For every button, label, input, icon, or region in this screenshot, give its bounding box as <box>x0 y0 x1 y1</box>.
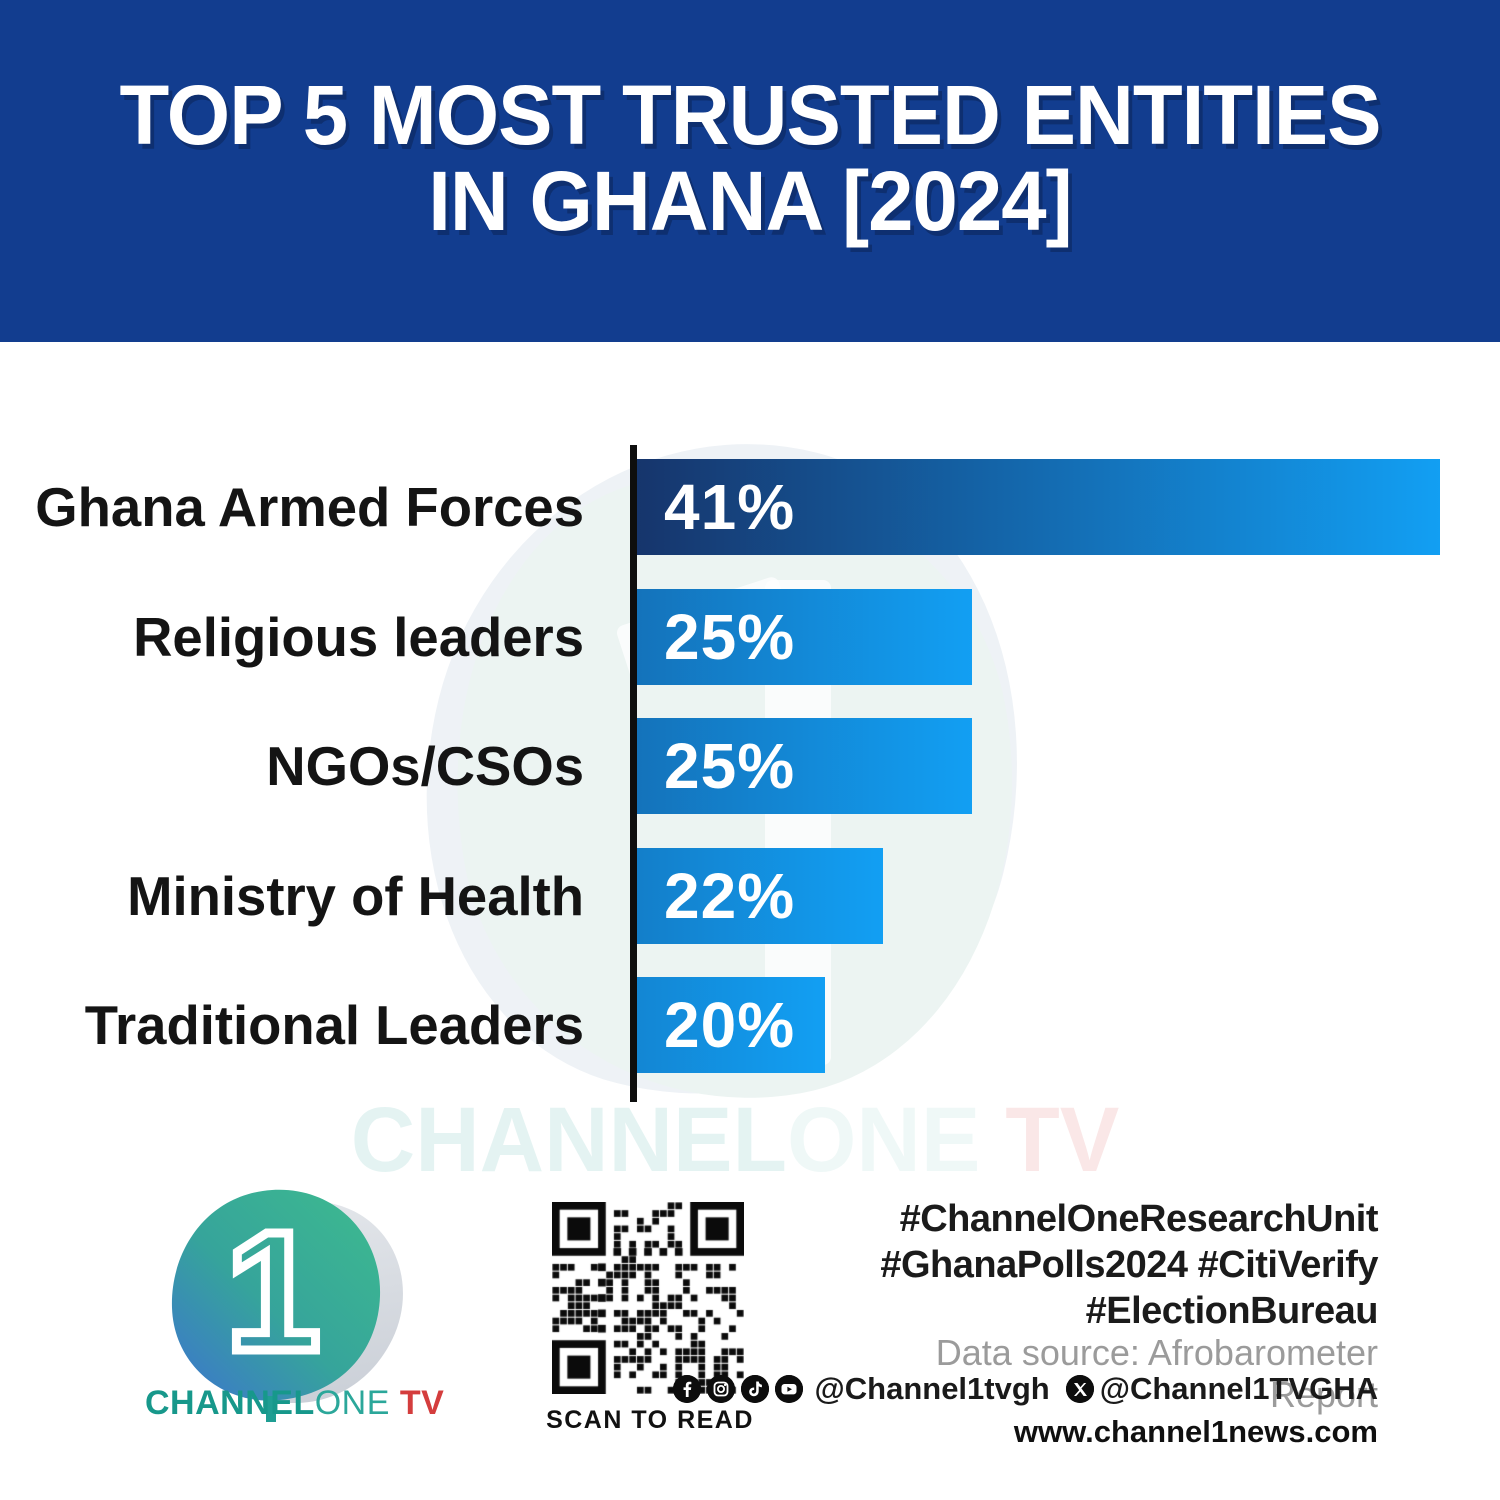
bar-ghana-armed-forces: 41% <box>637 459 1440 555</box>
wordmark-tv: TV <box>389 1384 445 1422</box>
hashtag-line-2: #GhanaPolls2024 #CitiVerify <box>880 1244 1378 1286</box>
wordmark-channel: CHANNEL <box>145 1384 315 1422</box>
bar-value-label: 20% <box>664 989 796 1061</box>
bar-value-label: 25% <box>664 601 796 673</box>
logo-one-glyph: 1 <box>226 1197 321 1387</box>
qr-caption: SCAN TO READ <box>546 1406 754 1434</box>
category-label: Religious leaders <box>133 606 584 668</box>
youtube-icon <box>774 1375 803 1403</box>
hashtags-block: #ChannelOneResearchUnit #GhanaPolls2024 … <box>818 1196 1378 1334</box>
data-source-credit: Data source: Afrobarometer Report <box>935 1332 1378 1415</box>
logo-wordmark: CHANNELONE TV <box>145 1384 444 1422</box>
title-line-2: IN GHANA [2024] <box>428 154 1072 248</box>
social-media-row: @Channel1tvgh @Channel1TVGHA <box>672 1371 1378 1406</box>
website-url: www.channel1news.com <box>1013 1414 1378 1449</box>
category-label: Ghana Armed Forces <box>35 476 584 538</box>
hashtag-line-1: #ChannelOneResearchUnit <box>899 1198 1379 1240</box>
wordmark-one: ONE <box>314 1384 390 1422</box>
bar-traditional-leaders: 20% <box>637 977 825 1073</box>
watermark-channel: CHANNEL <box>350 1089 788 1191</box>
channel-one-logo-graphic: 1 <box>171 1189 403 1422</box>
bar-ngos-csos: 25% <box>637 718 972 814</box>
x-twitter-icon <box>1065 1375 1094 1403</box>
bar-value-label: 25% <box>664 730 796 802</box>
social-handle-x: @Channel1TVGHA <box>1099 1371 1378 1406</box>
logo-one-stem <box>266 1396 276 1422</box>
hashtag-line-3: #ElectionBureau <box>1085 1290 1379 1332</box>
title-line-1: TOP 5 MOST TRUSTED ENTITIES <box>119 68 1381 162</box>
category-label: Ministry of Health <box>127 865 584 927</box>
facebook-icon <box>672 1375 701 1403</box>
watermark-one: ONE <box>787 1089 981 1191</box>
instagram-icon <box>706 1375 735 1403</box>
header-banner: TOP 5 MOST TRUSTED ENTITIES IN GHANA [20… <box>0 0 1500 342</box>
bar-ministry-of-health: 22% <box>637 848 883 944</box>
bar-value-label: 41% <box>664 471 796 543</box>
logo-teal-blob <box>171 1189 381 1401</box>
channel-one-logo: 1 <box>140 1182 410 1422</box>
qr-code-pattern <box>552 1202 744 1394</box>
category-label: NGOs/CSOs <box>266 735 584 797</box>
channel-one-tv-watermark: CHANNELONE TV <box>22 1088 1448 1193</box>
qr-code <box>552 1202 744 1394</box>
page-title: TOP 5 MOST TRUSTED ENTITIES IN GHANA [20… <box>0 72 1500 244</box>
bar-religious-leaders: 25% <box>637 589 972 685</box>
social-handle-main: @Channel1tvgh <box>814 1371 1050 1406</box>
bar-value-label: 22% <box>664 860 796 932</box>
chart-baseline-axis <box>630 445 637 1102</box>
watermark-tv: TV <box>980 1089 1120 1191</box>
tiktok-icon <box>740 1375 769 1403</box>
category-label: Traditional Leaders <box>84 994 584 1056</box>
